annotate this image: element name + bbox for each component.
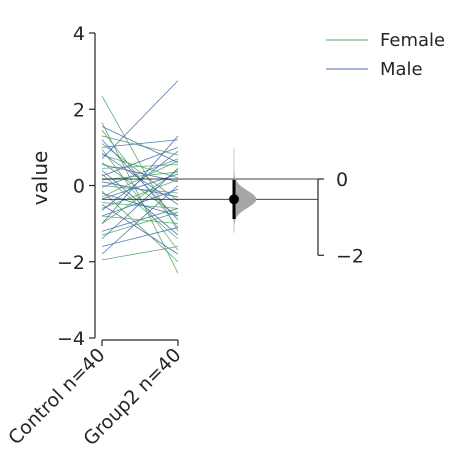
paired-line-male <box>101 173 179 200</box>
paired-line-male <box>101 185 179 255</box>
mean-difference-point <box>229 194 239 205</box>
paired-line-female <box>101 171 179 181</box>
paired-line-female <box>101 179 179 209</box>
paired-line-male <box>101 158 179 188</box>
delta-distribution <box>229 148 257 233</box>
y-tick-label: −4 <box>57 328 85 350</box>
paired-line-male <box>101 150 179 211</box>
y-axis-label: value <box>28 151 52 206</box>
delta-tick-label: −2 <box>336 245 364 267</box>
y-tick-label: 0 <box>73 176 85 198</box>
y-tick-label: 2 <box>73 99 85 121</box>
paired-line-male <box>101 204 179 255</box>
paired-line-female <box>101 95 179 232</box>
legend-label-male: Male <box>380 59 423 80</box>
paired-line-male <box>101 135 179 224</box>
delta-tick-label: 0 <box>336 169 348 191</box>
paired-line-male <box>101 147 179 177</box>
paired-line-female <box>101 122 179 274</box>
paired-line-male <box>101 227 179 247</box>
paired-line-female <box>101 190 179 263</box>
paired-line-female <box>101 211 179 236</box>
y-tick-label: −2 <box>57 252 85 274</box>
legend: Female Male <box>326 30 445 80</box>
legend-label-female: Female <box>380 30 445 51</box>
delta-axis: −2 0 <box>317 169 364 267</box>
paired-line-male <box>101 139 179 148</box>
paired-lines <box>101 80 179 274</box>
paired-line-female <box>101 173 179 240</box>
paired-line-male <box>101 126 179 163</box>
paired-line-male <box>101 168 179 240</box>
y-tick-label: 4 <box>73 23 85 45</box>
paired-line-male <box>101 181 179 198</box>
paired-line-female <box>101 149 179 251</box>
bootstrap-distribution <box>233 148 257 233</box>
reference-lines <box>102 178 318 200</box>
paired-line-female <box>101 246 179 261</box>
paired-line-male <box>101 188 179 217</box>
paired-line-male <box>101 80 179 160</box>
